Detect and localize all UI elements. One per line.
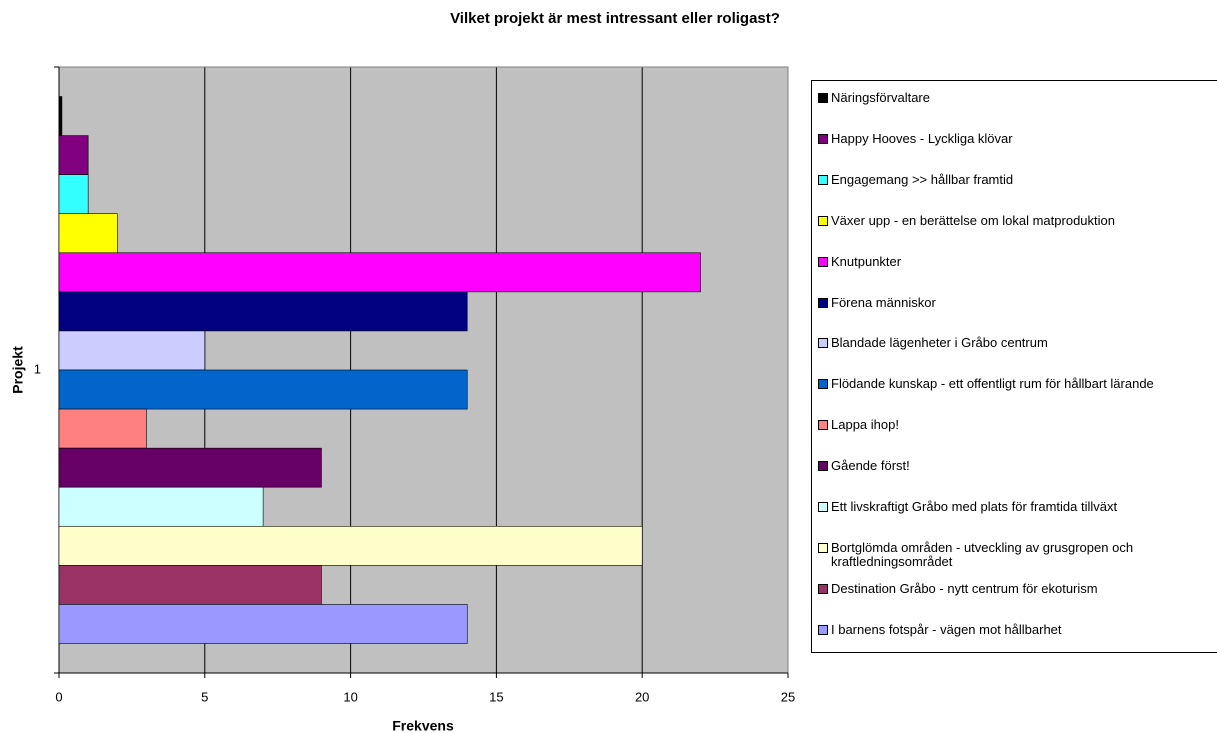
- legend-entry: I barnens fotspår - vägen mot hållbarhet: [818, 621, 1062, 637]
- bar: [58, 369, 468, 410]
- legend-entry: Gående först!: [818, 459, 910, 473]
- legend-swatch: [818, 461, 828, 472]
- legend-entry: Lappa ihop!: [818, 418, 899, 432]
- legend-label: Växer upp - en berättelse om lokal matpr…: [831, 212, 1115, 228]
- legend-entry: Flödande kunskap - ett offentligt rum fö…: [818, 377, 1154, 391]
- legend-swatch: [818, 502, 828, 512]
- legend-entry: Destination Gråbo - nytt centrum för eko…: [818, 580, 1098, 596]
- bar: [58, 525, 643, 566]
- x-axis-title: Frekvens: [392, 718, 454, 733]
- x-tick-label: 15: [489, 689, 503, 704]
- legend-swatch: [818, 338, 828, 349]
- legend-swatch: [818, 174, 828, 185]
- legend-entry: Engagemang >> hållbar framtid: [818, 171, 1014, 187]
- bar: [58, 330, 206, 371]
- legend-entry: Knutpunkter: [818, 253, 902, 269]
- legend-label: Lappa ihop!: [831, 417, 899, 433]
- legend-entry: Happy Hooves - Lyckliga klövar: [818, 130, 1013, 146]
- y-tick-label: 1: [34, 361, 41, 376]
- legend-label: Näringsförvaltare: [831, 90, 930, 105]
- bar: [58, 291, 468, 332]
- legend-swatch: [818, 583, 828, 594]
- legend-label: Förena människor: [831, 294, 936, 310]
- x-tick-label: 25: [781, 689, 795, 704]
- legend-label: Happy Hooves - Lyckliga klövar: [831, 130, 1013, 146]
- chart-title: Vilket projekt är mest intressant eller …: [450, 10, 780, 27]
- y-axis-title: Projekt: [10, 346, 26, 394]
- legend-swatch: [818, 624, 828, 635]
- bar: [58, 213, 118, 254]
- legend-entry: Bortglömda områden - utveckling av grusg…: [818, 539, 1217, 569]
- x-tick-label: 20: [635, 689, 649, 704]
- legend-swatch: [818, 256, 828, 267]
- legend-swatch: [818, 297, 828, 308]
- legend-swatch: [818, 93, 828, 103]
- bar: [58, 604, 468, 644]
- x-tick-label: 5: [201, 689, 208, 704]
- legend: Näringsförvaltare Happy Hooves - Lyckliga…: [811, 80, 1217, 653]
- bar: [58, 252, 701, 293]
- bar: [58, 565, 322, 605]
- bar: [58, 96, 63, 136]
- x-tick-label: 10: [343, 689, 357, 704]
- bar: [58, 135, 89, 175]
- legend-label: Engagemang >> hållbar framtid: [831, 171, 1014, 187]
- legend-label: Gående först!: [831, 458, 910, 474]
- legend-swatch: [818, 379, 828, 390]
- legend-label: Bortglömda områden - utveckling av grusg…: [831, 539, 1134, 569]
- legend-swatch: [818, 215, 828, 226]
- legend-entry: Blandade lägenheter i Gråbo centrum: [818, 336, 1048, 350]
- bar: [58, 408, 147, 449]
- bar: [58, 486, 264, 527]
- legend-label: Blandade lägenheter i Gråbo centrum: [831, 335, 1048, 351]
- legend-entry: Näringsförvaltare: [818, 91, 930, 105]
- legend-swatch: [818, 420, 828, 431]
- legend-label: I barnens fotspår - vägen mot hållbarhet: [831, 621, 1062, 637]
- legend-label: Knutpunkter: [831, 253, 902, 269]
- legend-entry: Förena människor: [818, 294, 936, 310]
- legend-label: Flödande kunskap - ett offentligt rum fö…: [831, 376, 1154, 392]
- bar: [58, 447, 322, 488]
- x-tick-label: 0: [55, 689, 62, 704]
- legend-swatch: [818, 542, 828, 553]
- legend-swatch: [818, 133, 828, 144]
- bar: [58, 174, 89, 215]
- legend-entry: Ett livskraftigt Gråbo med plats för fra…: [818, 500, 1117, 514]
- legend-label: Destination Gråbo - nytt centrum för eko…: [831, 580, 1098, 596]
- legend-label: Ett livskraftigt Gråbo med plats för fra…: [831, 499, 1118, 514]
- legend-entry: Växer upp - en berättelse om lokal matpr…: [818, 212, 1115, 228]
